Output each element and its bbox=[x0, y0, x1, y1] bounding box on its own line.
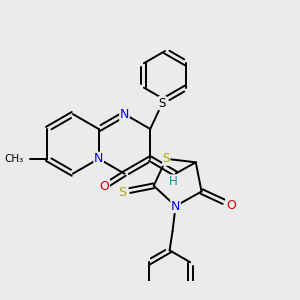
Text: S: S bbox=[159, 97, 166, 110]
Text: N: N bbox=[171, 200, 180, 212]
Text: S: S bbox=[163, 152, 170, 165]
Text: O: O bbox=[100, 180, 110, 193]
Text: S: S bbox=[118, 186, 126, 199]
Text: CH₃: CH₃ bbox=[5, 154, 24, 164]
Text: N: N bbox=[94, 152, 104, 165]
Text: O: O bbox=[226, 199, 236, 212]
Text: H: H bbox=[169, 175, 178, 188]
Text: N: N bbox=[120, 108, 129, 121]
